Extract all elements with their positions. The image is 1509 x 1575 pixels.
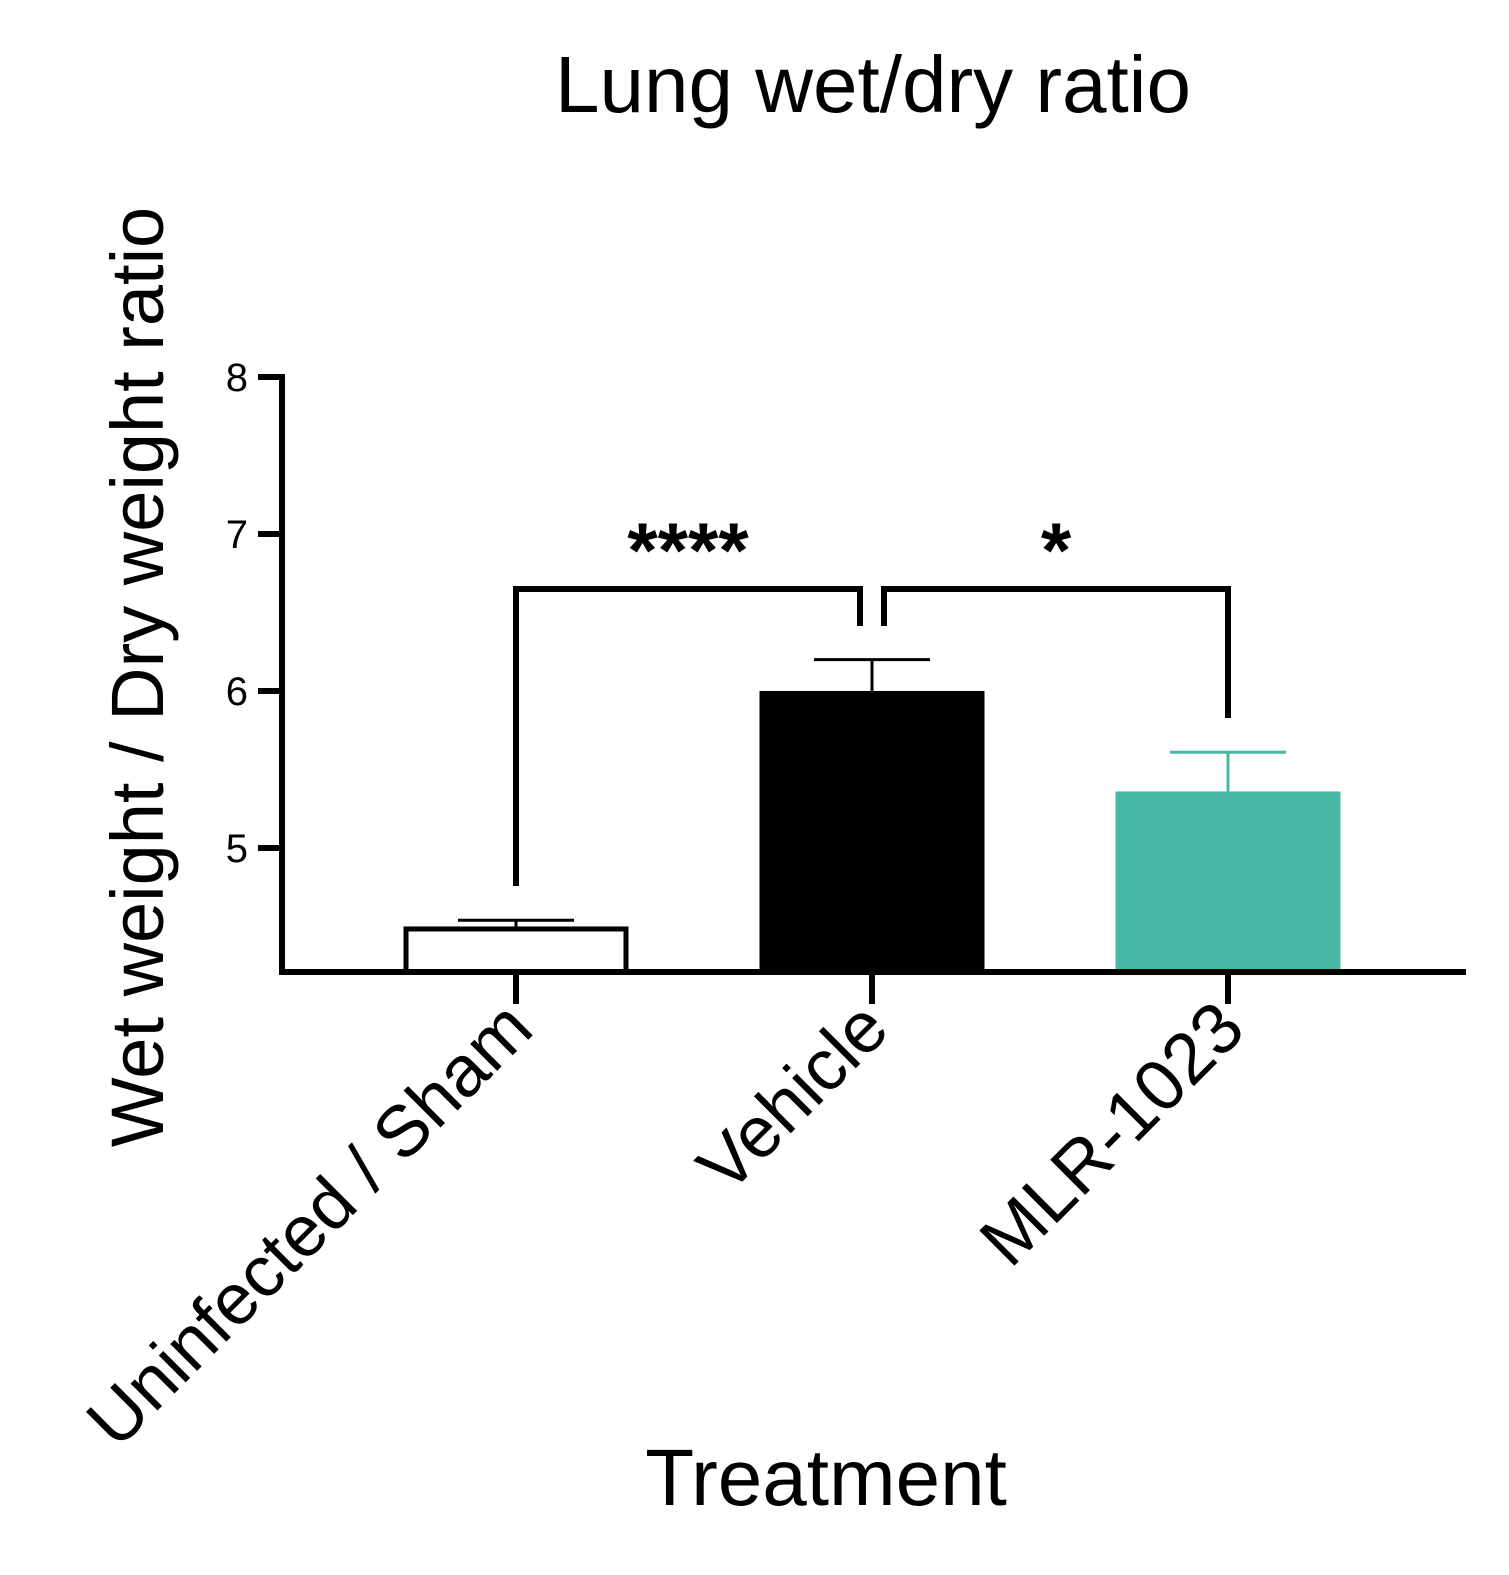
error-bar-vehicle [814,658,930,691]
error-bar-mlr-1023 [1170,750,1286,792]
significance-bracket-2: * [881,506,1231,718]
bars [403,690,1341,975]
error-bar-uninfected-sham [458,918,574,927]
bar-uninfected-sham [403,926,629,975]
significance-bracket-1: **** [513,506,863,886]
y-ticks: 5 6 7 8 [226,356,282,871]
y-tick-label: 7 [226,513,248,557]
x-tick-label-vehicle: Vehicle [683,987,904,1208]
chart-title: Lung wet/dry ratio [555,40,1191,129]
y-tick-label: 5 [226,827,248,871]
error-bars [458,658,1286,927]
x-ticks: Uninfected / Sham Vehicle MLR-1023 [72,972,1259,1462]
y-tick-label: 6 [226,670,248,714]
bar-vehicle [759,690,985,972]
bar-mlr-1023 [1115,791,1341,972]
significance-label: * [1041,506,1072,594]
x-tick-label-mlr-1023: MLR-1023 [965,987,1259,1281]
significance-brackets: **** * [513,506,1231,886]
x-axis-label: Treatment [645,1433,1007,1522]
y-tick-label: 8 [226,356,248,400]
y-axis-label: Wet weight / Dry weight ratio [96,207,179,1147]
significance-label: **** [627,506,749,594]
